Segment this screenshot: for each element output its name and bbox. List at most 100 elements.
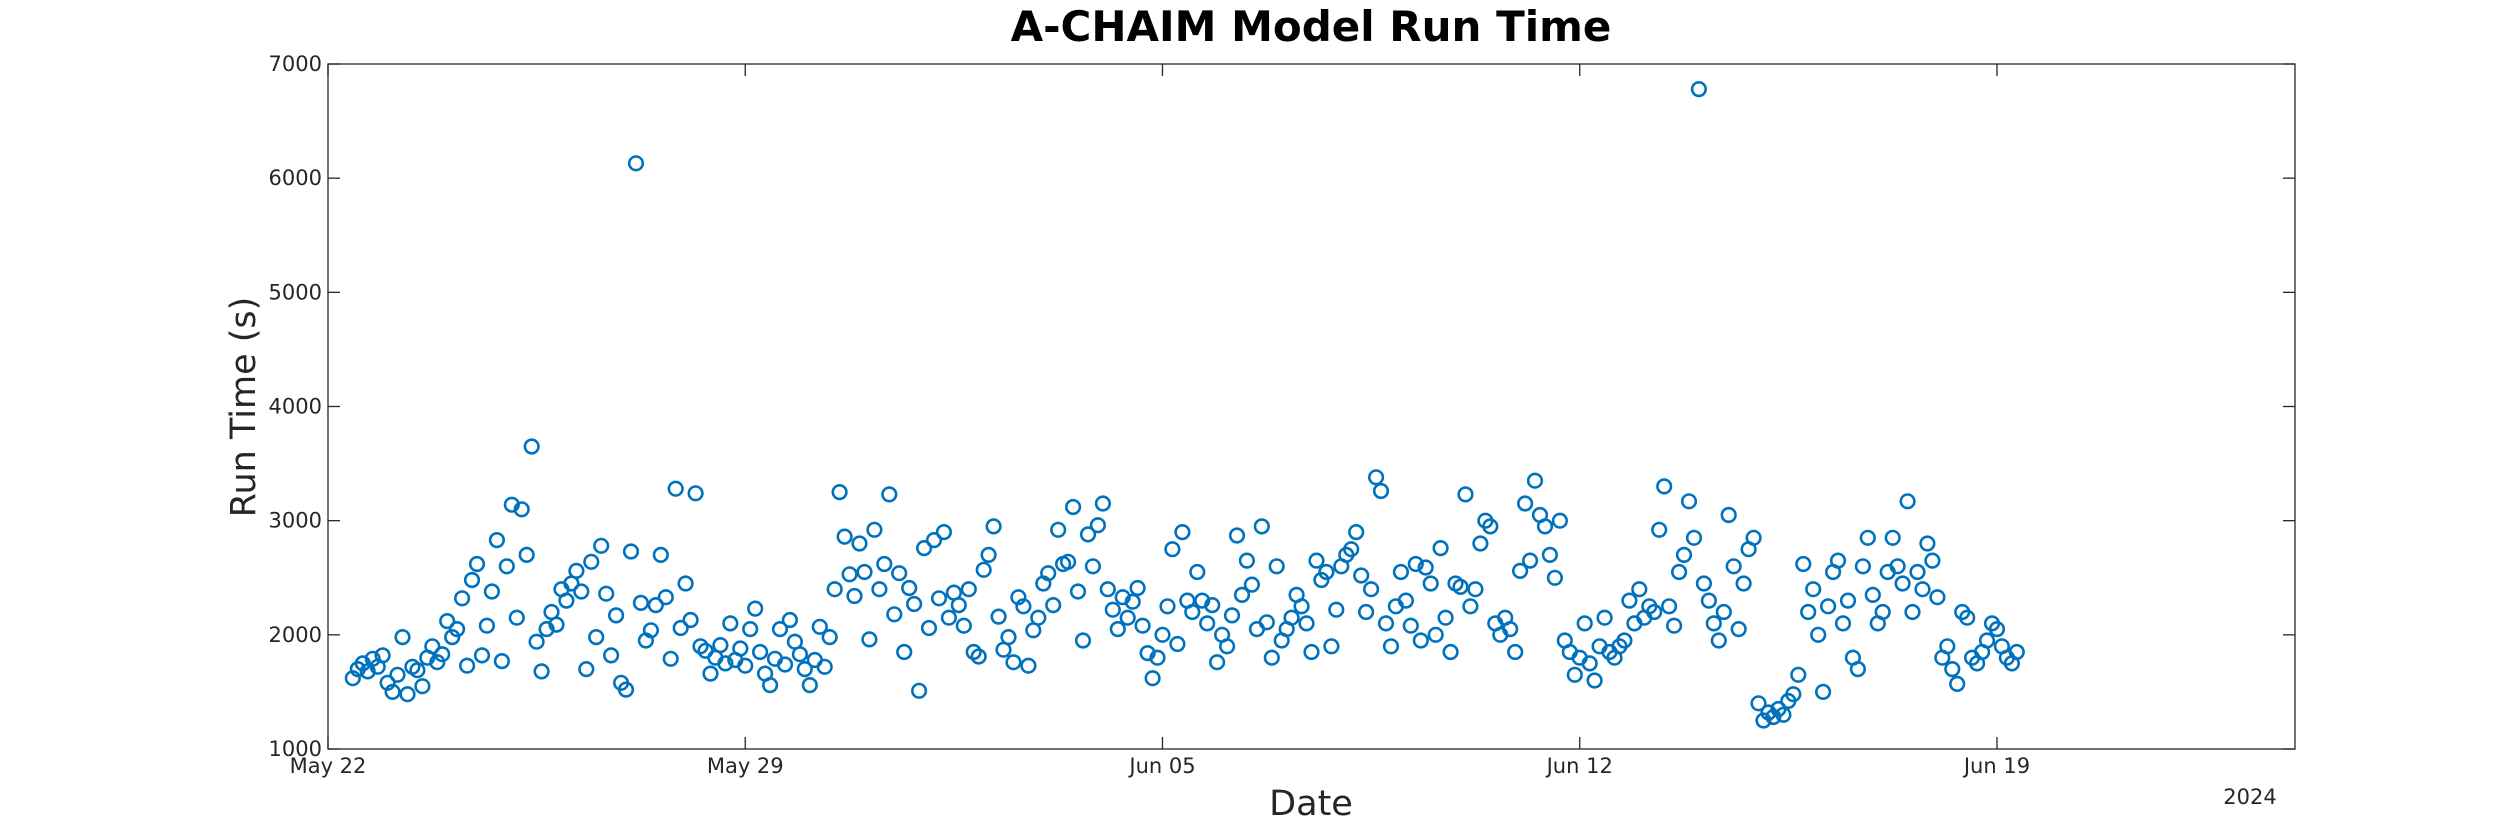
- data-point: [682, 611, 699, 629]
- data-point: [901, 579, 918, 597]
- data-point: [1422, 575, 1439, 592]
- data-point: [414, 678, 431, 695]
- data-point: [1730, 620, 1747, 638]
- data-point: [1516, 495, 1534, 512]
- data-point: [1725, 558, 1742, 575]
- data-point: [1646, 603, 1663, 621]
- data-point: [950, 596, 967, 614]
- data-point: [841, 566, 858, 583]
- data-point: [1810, 626, 1827, 643]
- data-point: [1988, 620, 2006, 638]
- data-point: [761, 676, 779, 694]
- data-point: [821, 628, 838, 646]
- data-point: [1099, 581, 1116, 598]
- data-point: [488, 531, 506, 549]
- data-point: [826, 581, 843, 598]
- data-point: [1268, 558, 1285, 575]
- data-point: [1109, 620, 1126, 638]
- data-point: [1680, 493, 1698, 510]
- data-point: [1119, 609, 1136, 626]
- data-point: [607, 607, 625, 624]
- data-point: [513, 501, 530, 518]
- data-point: [1511, 562, 1529, 580]
- data-point: [796, 660, 813, 678]
- data-point: [1750, 695, 1767, 712]
- data-point: [1298, 615, 1315, 632]
- data-point: [1760, 704, 1777, 721]
- data-point: [846, 587, 863, 605]
- data-point: [1854, 558, 1871, 575]
- data-point: [965, 643, 982, 661]
- data-point: [910, 682, 928, 699]
- data-point: [1462, 598, 1479, 615]
- data-point: [1586, 672, 1603, 689]
- data-point: [409, 662, 426, 679]
- data-point: [1357, 603, 1375, 621]
- data-point: [876, 555, 893, 573]
- data-point: [1526, 472, 1544, 489]
- data-point: [518, 546, 535, 564]
- data-point: [583, 553, 600, 570]
- data-point: [1432, 539, 1449, 557]
- data-point: [1064, 498, 1082, 516]
- data-point: [1174, 523, 1191, 541]
- data-point: [1283, 609, 1300, 626]
- data-point: [1814, 683, 1832, 701]
- data-point: [1800, 603, 1817, 621]
- data-point: [905, 595, 923, 613]
- data-point: [791, 646, 809, 663]
- data-point: [1690, 80, 1707, 98]
- data-point: [1228, 527, 1246, 544]
- data-point: [960, 581, 977, 598]
- data-point: [578, 660, 595, 678]
- data-point: [1348, 523, 1365, 541]
- data-point: [1735, 575, 1752, 592]
- data-point: [468, 555, 486, 573]
- data-point: [1660, 598, 1678, 615]
- data-point: [1755, 712, 1772, 729]
- data-point: [940, 609, 958, 626]
- data-point: [1134, 617, 1151, 634]
- data-point: [1675, 546, 1693, 564]
- data-point: [930, 590, 948, 607]
- data-point: [1651, 521, 1668, 538]
- data-point: [702, 665, 719, 682]
- data-point: [394, 628, 411, 646]
- data-point: [891, 565, 908, 582]
- data-point: [781, 611, 799, 629]
- data-point: [647, 596, 664, 614]
- data-point: [1069, 583, 1087, 600]
- data-point: [1010, 589, 1027, 606]
- data-point: [1914, 581, 1931, 598]
- data-point: [1536, 518, 1554, 535]
- data-point: [1412, 632, 1429, 649]
- y-tick-label: 3000: [269, 509, 322, 533]
- data-point: [454, 590, 471, 607]
- data-point: [508, 609, 525, 626]
- data-point: [1541, 546, 1558, 564]
- data-point: [1372, 482, 1390, 500]
- data-point: [831, 484, 848, 501]
- data-point: [1377, 615, 1395, 632]
- data-point: [1665, 617, 1683, 634]
- data-point: [374, 647, 391, 664]
- data-point: [990, 608, 1007, 625]
- data-point: [1959, 609, 1976, 626]
- data-point: [1695, 575, 1712, 592]
- data-point: [816, 658, 833, 675]
- data-point: [1949, 675, 1966, 693]
- data-point: [1839, 592, 1857, 609]
- data-point: [622, 543, 640, 560]
- data-point: [1040, 565, 1057, 582]
- data-point: [642, 622, 660, 639]
- data-point: [1164, 541, 1181, 558]
- data-point: [955, 617, 972, 634]
- data-point: [1343, 541, 1360, 558]
- data-point: [1829, 552, 1847, 569]
- data-point: [1417, 559, 1434, 576]
- data-point: [920, 619, 938, 637]
- data-point: [1059, 553, 1077, 570]
- data-point: [1621, 592, 1638, 609]
- data-point: [1427, 626, 1444, 643]
- data-point: [384, 683, 401, 701]
